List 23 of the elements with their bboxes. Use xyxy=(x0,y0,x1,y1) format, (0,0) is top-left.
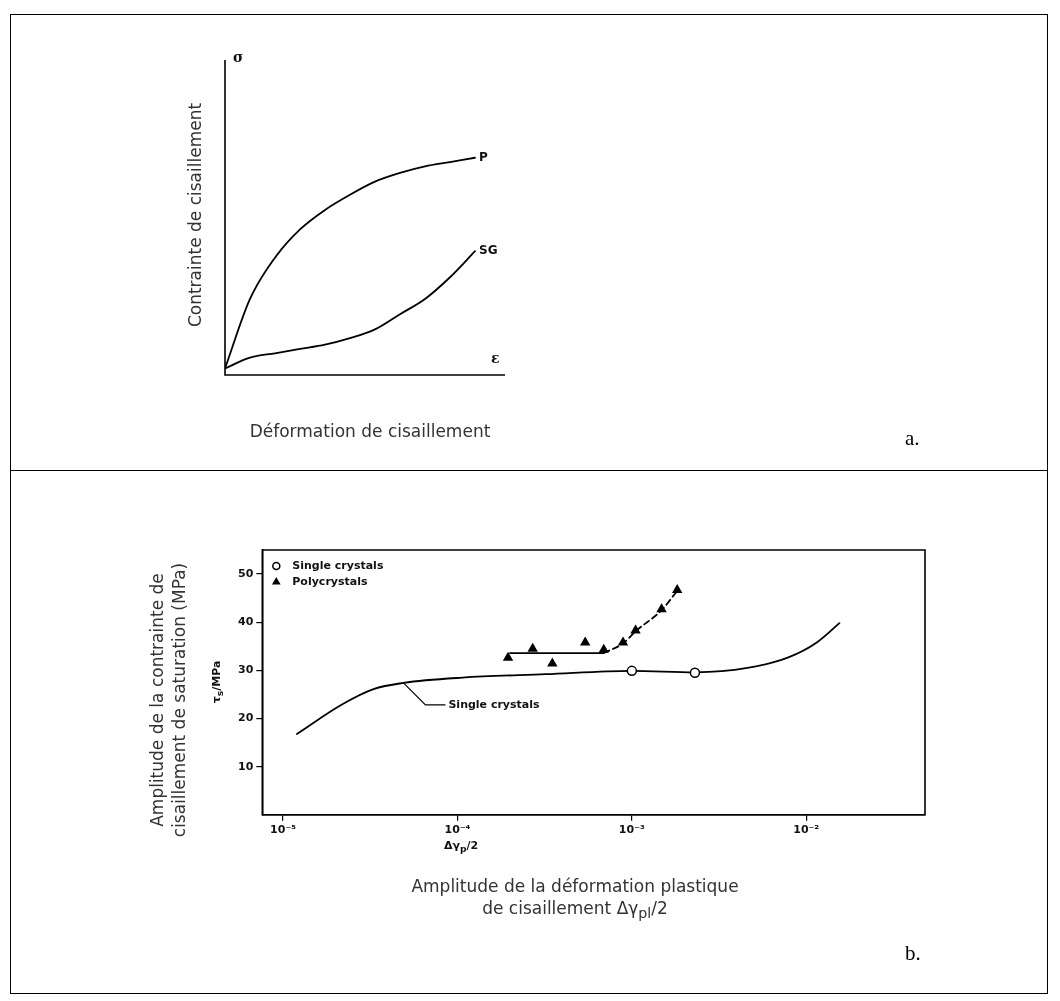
x-tick-label: 10⁻³ xyxy=(618,823,645,837)
x-tick-label: 10⁻⁵ xyxy=(270,823,297,837)
y-tick-label: 50 xyxy=(238,566,254,580)
text: a. xyxy=(905,425,920,452)
x-axis-title: Déformation de cisaillement xyxy=(249,420,491,443)
x-axis-title: Amplitude de la déformation plastique de cisaillement Δγ$_{pl}$/2 xyxy=(411,875,739,923)
y-tick-label: 10 xyxy=(238,759,254,773)
text: b. xyxy=(905,940,921,967)
legend-label: Single crystals xyxy=(292,558,384,572)
series-label: P xyxy=(479,149,488,164)
y-tick-label: 20 xyxy=(238,711,254,725)
annotation: ε xyxy=(491,349,500,368)
text: σ xyxy=(233,48,244,67)
x-tick-label: 10⁻⁴ xyxy=(444,823,471,837)
annotation: Single crystals xyxy=(448,697,540,713)
y-tick-label: 30 xyxy=(238,663,254,677)
text: Δγ$_{p}$/2 xyxy=(443,838,479,855)
y-tick-label: 40 xyxy=(238,615,254,629)
y-axis-title: Amplitude de la contrainte de cisaillement de saturation (MPa) xyxy=(145,562,190,838)
legend-label: Polycrystals xyxy=(292,574,368,588)
x-tick-label: 10⁻² xyxy=(793,823,820,837)
y-axis-title: Contrainte de cisaillement xyxy=(183,102,206,328)
series-label: SG xyxy=(479,243,498,258)
